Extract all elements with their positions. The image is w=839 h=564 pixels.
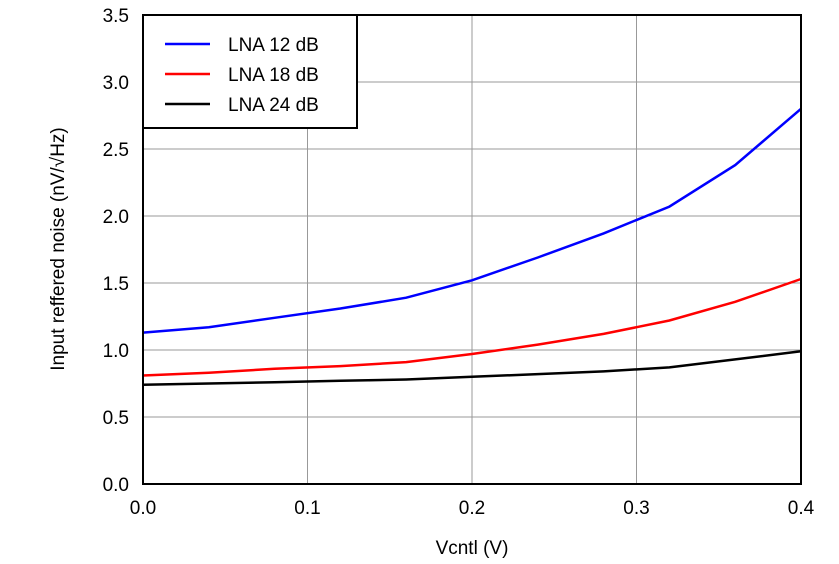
- legend-label: LNA 24 dB: [228, 95, 319, 116]
- series-line-3: [142, 350, 802, 387]
- legend-box: [142, 14, 358, 129]
- series-lines: [142, 107, 802, 387]
- y-tick-label: 3.0: [103, 73, 129, 94]
- legend-label: LNA 12 dB: [228, 35, 319, 56]
- x-axis-label: Vcntl (V): [436, 538, 509, 559]
- y-tick-label: 2.5: [103, 140, 129, 161]
- x-tick-label: 0.0: [130, 498, 156, 519]
- x-tick-label: 0.2: [459, 498, 485, 519]
- x-tick-labels: 0.0 0.1 0.2 0.3 0.4: [130, 498, 815, 519]
- y-tick-label: 2.0: [103, 207, 129, 228]
- series-line-1: [142, 107, 802, 334]
- y-tick-label: 0.5: [103, 408, 129, 429]
- y-tick-label: 1.0: [103, 341, 129, 362]
- series-line-2: [142, 277, 802, 377]
- legend-label: LNA 18 dB: [228, 65, 319, 86]
- legend: LNA 12 dB LNA 18 dB LNA 24 dB: [142, 14, 358, 129]
- x-tick-label: 0.1: [294, 498, 320, 519]
- y-tick-label: 0.0: [103, 475, 129, 496]
- x-tick-label: 0.4: [788, 498, 815, 519]
- y-tick-label: 3.5: [103, 6, 129, 27]
- y-axis-label: Input reffered noise (nV/√Hz): [48, 127, 69, 370]
- plot-frame: [142, 14, 802, 485]
- y-tick-label: 1.5: [103, 274, 129, 295]
- grid: [143, 15, 801, 484]
- y-tick-labels: 0.0 0.5 1.0 1.5 2.0 2.5 3.0 3.5: [103, 6, 129, 496]
- x-tick-label: 0.3: [623, 498, 649, 519]
